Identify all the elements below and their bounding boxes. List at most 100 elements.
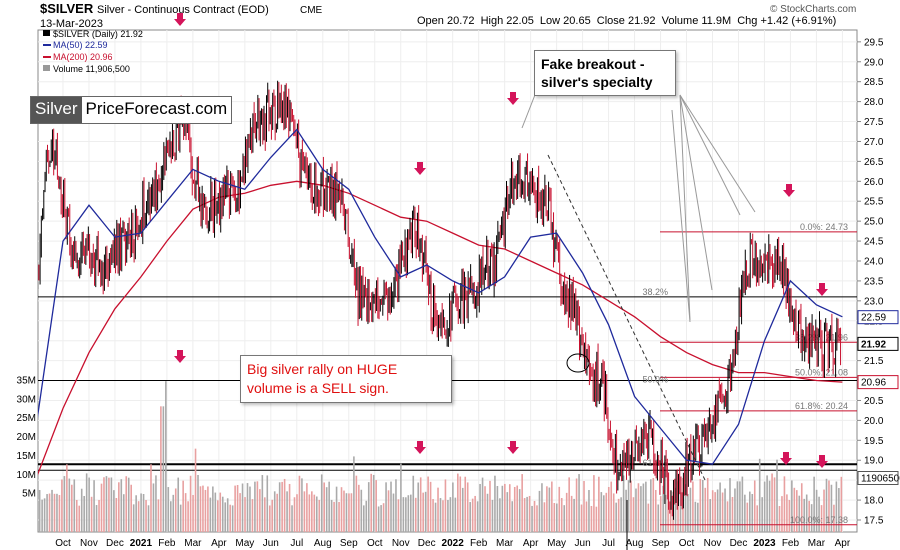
volume-bar	[508, 484, 511, 532]
badge-label-ma50: 22.59	[861, 313, 886, 324]
volume-bar	[145, 500, 147, 532]
volume-bar	[66, 464, 68, 532]
volume-bar	[115, 497, 118, 532]
volume-bar	[768, 480, 771, 532]
volume-bar	[335, 486, 338, 532]
volume-tick-label: 5M	[22, 489, 36, 500]
volume-bars	[26, 381, 843, 532]
volume-bar	[476, 501, 479, 532]
time-tick-label: May	[235, 538, 254, 549]
volume-bar	[541, 483, 543, 532]
volume-bar	[734, 488, 736, 532]
volume-bar	[298, 475, 301, 532]
volume-bar	[80, 488, 83, 532]
volume-bar	[620, 497, 622, 532]
volume-bar	[650, 479, 652, 532]
volume-tick-label: 20M	[17, 432, 36, 443]
volume-bar	[199, 486, 202, 532]
volume-bar	[231, 505, 234, 532]
volume-bar	[635, 488, 637, 532]
volume-bar	[209, 497, 212, 532]
chart-date: 13-Mar-2023	[40, 18, 103, 30]
volume-bar	[174, 488, 177, 532]
volume-bar	[580, 504, 583, 532]
volume-bar	[214, 492, 217, 532]
volume-bar	[773, 477, 776, 532]
volume-bar	[348, 493, 350, 532]
volume-tick-label: 25M	[17, 413, 36, 424]
price-bars	[38, 80, 842, 520]
volume-bar	[325, 487, 328, 532]
volume-bar	[291, 505, 293, 532]
volume-bar	[340, 487, 343, 532]
price-tick-label: 27.0	[864, 137, 884, 148]
badge-ma200	[857, 375, 899, 390]
volume-bar	[583, 481, 585, 532]
volume-bar	[137, 501, 140, 532]
volume-bar	[219, 492, 222, 532]
volume-tick-label: 15M	[17, 451, 36, 462]
volume-bar	[452, 482, 454, 532]
highlight-circle	[566, 353, 590, 373]
down-arrow-icon	[507, 92, 519, 105]
volume-bar	[311, 491, 313, 532]
volume-bar	[684, 484, 687, 532]
dashed-trendline	[547, 154, 706, 481]
price-tick-label: 21.5	[864, 356, 884, 367]
ma200-path	[38, 180, 843, 476]
volume-bar	[810, 504, 813, 532]
chart-name: Silver - Continuous Contract (EOD)	[97, 4, 269, 16]
price-tick-label: 28.5	[864, 77, 884, 88]
volume-bar	[380, 505, 382, 532]
volume-bar	[407, 495, 410, 532]
volume-bar	[165, 381, 167, 532]
volume-bar	[71, 484, 73, 532]
volume-bar	[771, 473, 773, 532]
volume-bar	[125, 476, 128, 532]
volume-bar	[439, 498, 442, 532]
volume-bar	[85, 473, 88, 532]
volume-bar	[823, 489, 825, 532]
volume-bar	[303, 491, 306, 532]
volume-bar	[197, 474, 199, 532]
volume-bar	[744, 494, 746, 532]
time-tick-label: Mar	[184, 538, 202, 549]
volume-bar	[758, 458, 761, 532]
volume-bar	[741, 476, 744, 532]
volume-bar	[51, 489, 53, 532]
volume-bar	[26, 479, 28, 532]
price-tick-label: 29.0	[864, 57, 884, 68]
volume-bar	[474, 495, 476, 532]
volume-bar	[469, 502, 471, 532]
volume-bar	[424, 491, 427, 532]
volume-bar	[88, 477, 90, 532]
volume-bar	[184, 493, 187, 532]
old-fib-label: 38.2%	[642, 287, 668, 297]
time-tick-label: Nov	[392, 538, 410, 549]
callout-line	[679, 94, 691, 321]
volume-bar	[414, 497, 417, 532]
volume-bar	[400, 463, 402, 532]
volume-bar	[135, 495, 137, 532]
volume-bar	[264, 497, 266, 532]
volume-bar	[68, 478, 71, 532]
down-arrow-icon	[783, 184, 795, 197]
volume-bar	[667, 499, 669, 532]
volume-bar	[367, 482, 370, 532]
time-tick-label: Feb	[470, 538, 488, 549]
volume-bar	[43, 498, 46, 532]
volume-bar	[603, 495, 605, 532]
volume-bar	[585, 501, 588, 532]
volume-bar	[437, 487, 439, 532]
volume-bar	[491, 499, 494, 532]
volume-tick-label: 10M	[17, 470, 36, 481]
down-arrow-icon	[780, 452, 792, 465]
volume-bar	[419, 477, 422, 532]
volume-bar	[296, 494, 298, 532]
volume-bar	[533, 500, 536, 532]
chart-exchange: CME	[300, 5, 323, 16]
volume-bar	[387, 490, 390, 532]
volume-bar	[313, 494, 316, 532]
volume-bar	[194, 448, 197, 532]
volume-bar	[721, 492, 724, 532]
